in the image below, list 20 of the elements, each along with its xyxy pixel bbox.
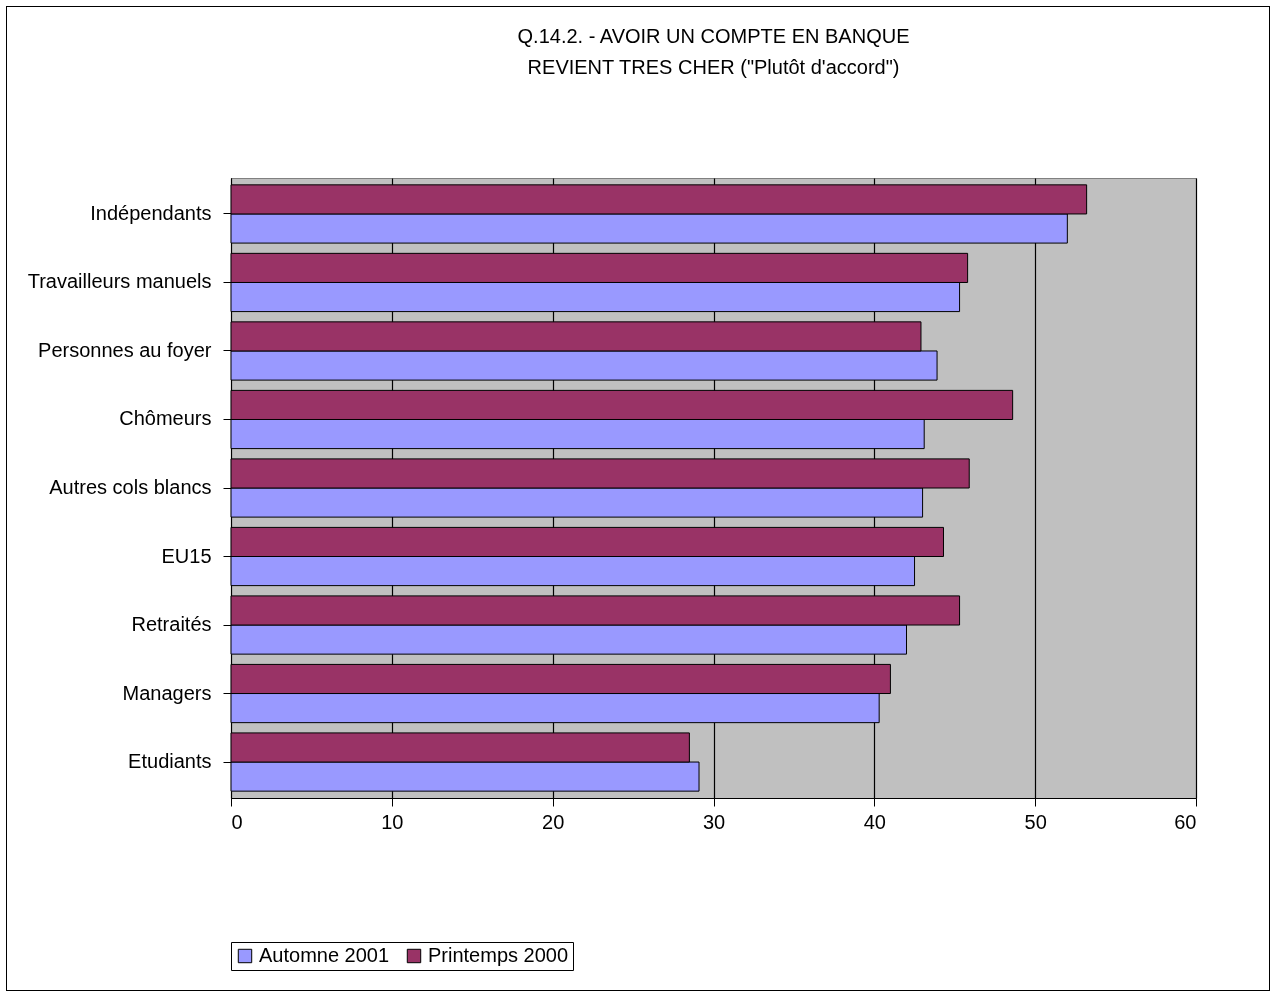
y-tick-label: EU15 xyxy=(161,544,212,567)
x-tick-label: 60 xyxy=(1174,810,1197,833)
y-tick-label: Chômeurs xyxy=(119,407,212,430)
text: Q.14.2. - AVOIR UN COMPTE EN BANQUE xyxy=(517,25,910,47)
x-tick-label: 30 xyxy=(702,810,726,833)
y-tick-label: Autres cols blancs xyxy=(49,476,212,498)
x-tick-label: 50 xyxy=(1024,810,1047,833)
y-tick-label: Etudiants xyxy=(128,750,212,773)
y-tick-label: Travailleurs manuels xyxy=(27,270,212,293)
x-tick-label: 0 xyxy=(231,810,243,833)
legend-label: Automne 2001 xyxy=(259,944,390,966)
x-tick-label: 10 xyxy=(381,810,404,833)
x-tick-label: 40 xyxy=(863,810,886,833)
x-tick-label: 20 xyxy=(542,810,565,833)
y-tick-label: Managers xyxy=(122,681,212,704)
text: REVIENT TRES CHER ("Plutôt d'accord") xyxy=(527,56,900,78)
y-tick-label: Personnes au foyer xyxy=(38,338,212,361)
legend-label: Printemps 2000 xyxy=(428,944,569,966)
y-tick-label: Indépendants xyxy=(90,201,212,224)
y-tick-label: Retraités xyxy=(131,613,212,636)
